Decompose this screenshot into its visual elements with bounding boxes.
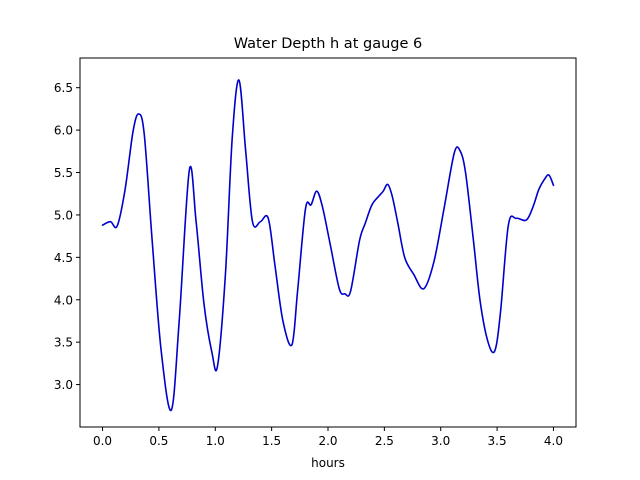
x-axis-label: hours [311, 456, 345, 470]
water-depth-series-line [101, 79, 555, 412]
x-axis-ticks: 0.0 0.5 1.0 1.5 2.0 2.5 3.0 3.5 4.0 [93, 427, 563, 448]
axes-frame [79, 57, 577, 428]
chart-title: Water Depth h at gauge 6 [234, 36, 422, 52]
series-layer [101, 79, 555, 412]
y-tick-label: 5.5 [54, 166, 73, 180]
x-tick-label: 3.5 [488, 434, 507, 448]
y-tick-label: 3.5 [54, 336, 73, 350]
x-tick-label: 1.5 [262, 434, 281, 448]
x-tick-label: 2.0 [318, 434, 337, 448]
x-tick-label: 0.5 [149, 434, 168, 448]
y-tick-label: 6.5 [54, 81, 73, 95]
plot-area [79, 57, 577, 428]
x-tick-label: 3.0 [431, 434, 450, 448]
y-tick-label: 6.0 [54, 124, 73, 138]
y-tick-label: 4.5 [54, 251, 73, 265]
x-tick-label: 2.5 [375, 434, 394, 448]
y-axis-ticks: 3.0 3.5 4.0 4.5 5.0 5.5 6.0 6.5 [54, 81, 80, 392]
x-tick-label: 0.0 [93, 434, 112, 448]
y-tick-label: 5.0 [54, 208, 73, 222]
y-tick-label: 4.0 [54, 293, 73, 307]
x-tick-label: 1.0 [206, 434, 225, 448]
x-tick-label: 4.0 [544, 434, 563, 448]
y-tick-label: 3.0 [54, 378, 73, 392]
